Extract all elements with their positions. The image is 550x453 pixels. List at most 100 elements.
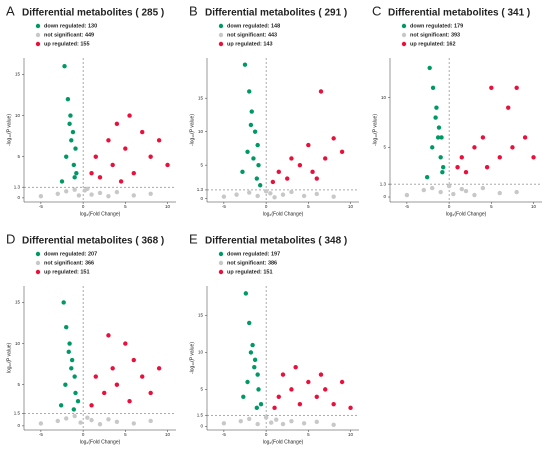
point bbox=[301, 421, 307, 426]
x-tick-label: 0 bbox=[82, 204, 85, 209]
point bbox=[61, 300, 66, 305]
x-axis-label: log₂(Fold Change) bbox=[263, 439, 304, 445]
point bbox=[252, 129, 258, 134]
point bbox=[106, 138, 111, 143]
point bbox=[331, 401, 336, 407]
chart-title: Differential metabolites ( 285 ) bbox=[22, 8, 164, 19]
point bbox=[331, 136, 336, 141]
y-tick-label: 0 bbox=[383, 194, 386, 199]
x-tick-label: -5 bbox=[222, 432, 226, 437]
point bbox=[148, 418, 153, 424]
x-tick-label: 5 bbox=[124, 432, 127, 437]
panel-label: B bbox=[189, 3, 198, 18]
point bbox=[68, 113, 73, 118]
point bbox=[314, 394, 319, 399]
point bbox=[310, 169, 315, 175]
point bbox=[97, 422, 103, 427]
y-tick-label: 5 bbox=[200, 162, 203, 167]
point bbox=[276, 394, 281, 399]
point bbox=[123, 146, 128, 151]
point bbox=[114, 121, 120, 127]
legend-label: not significant: 443 bbox=[227, 32, 277, 38]
point bbox=[118, 179, 124, 184]
x-tick-label: -5 bbox=[222, 204, 226, 209]
point bbox=[251, 156, 256, 161]
point bbox=[289, 418, 294, 424]
x-tick-label: 0 bbox=[265, 432, 268, 437]
point bbox=[440, 170, 445, 175]
point bbox=[404, 192, 410, 198]
point bbox=[93, 154, 98, 159]
legend-marker bbox=[218, 32, 224, 38]
point bbox=[255, 142, 260, 148]
point bbox=[285, 176, 290, 181]
point bbox=[289, 156, 294, 161]
point bbox=[89, 417, 94, 423]
point bbox=[280, 372, 286, 377]
y-tick-label: 1.3 bbox=[14, 184, 21, 189]
x-tick-label: 0 bbox=[265, 204, 268, 209]
point bbox=[514, 189, 519, 195]
point bbox=[306, 142, 311, 148]
chart-title: Differential metabolites ( 341 ) bbox=[388, 8, 530, 19]
y-tick-label: 0 bbox=[200, 196, 203, 201]
panel-label: D bbox=[6, 231, 15, 246]
point bbox=[243, 291, 249, 296]
point bbox=[480, 185, 486, 191]
point bbox=[472, 145, 477, 150]
point bbox=[58, 403, 64, 408]
y-axis-label: -log₁₀(P value) bbox=[189, 114, 195, 146]
point bbox=[245, 149, 250, 154]
point bbox=[245, 379, 250, 385]
point bbox=[510, 145, 515, 150]
point bbox=[64, 416, 69, 421]
point bbox=[268, 420, 274, 425]
point bbox=[71, 162, 77, 168]
point bbox=[436, 125, 442, 130]
y-tick-label: 15 bbox=[198, 313, 204, 318]
x-axis-label: log₂(Fold Change) bbox=[263, 211, 304, 217]
legend-marker bbox=[218, 269, 224, 275]
x-tick-label: -5 bbox=[405, 204, 409, 209]
point bbox=[280, 421, 286, 427]
point bbox=[73, 390, 78, 396]
point bbox=[131, 171, 136, 176]
point bbox=[114, 189, 120, 195]
point bbox=[69, 357, 75, 363]
point bbox=[323, 387, 328, 392]
point bbox=[106, 333, 111, 338]
point bbox=[268, 191, 273, 196]
point bbox=[234, 192, 239, 197]
point bbox=[289, 189, 294, 195]
point bbox=[85, 415, 90, 420]
point bbox=[314, 419, 319, 425]
point bbox=[242, 62, 248, 67]
y-tick-label: 15 bbox=[15, 72, 21, 77]
legend-label: up regulated: 151 bbox=[44, 269, 90, 275]
point bbox=[221, 421, 227, 426]
y-tick-label: 1.3 bbox=[380, 181, 387, 186]
point bbox=[430, 185, 435, 191]
point bbox=[263, 189, 269, 194]
x-tick-label: 10 bbox=[165, 432, 171, 437]
point bbox=[62, 64, 67, 69]
point bbox=[140, 374, 145, 379]
point bbox=[297, 162, 303, 168]
point bbox=[339, 379, 345, 385]
point bbox=[348, 405, 353, 411]
point bbox=[306, 379, 311, 385]
x-tick-label: -5 bbox=[39, 204, 43, 209]
point bbox=[67, 121, 72, 127]
point bbox=[438, 189, 443, 195]
point bbox=[297, 401, 303, 407]
point bbox=[435, 135, 441, 140]
legend-marker bbox=[218, 41, 224, 47]
point bbox=[106, 194, 111, 199]
point bbox=[276, 169, 281, 175]
y-tick-label: 1.5 bbox=[14, 411, 21, 416]
legend-label: not significant: 393 bbox=[410, 32, 460, 38]
legend-marker bbox=[35, 23, 41, 29]
point bbox=[252, 365, 257, 370]
point bbox=[280, 192, 286, 197]
point bbox=[123, 341, 128, 346]
